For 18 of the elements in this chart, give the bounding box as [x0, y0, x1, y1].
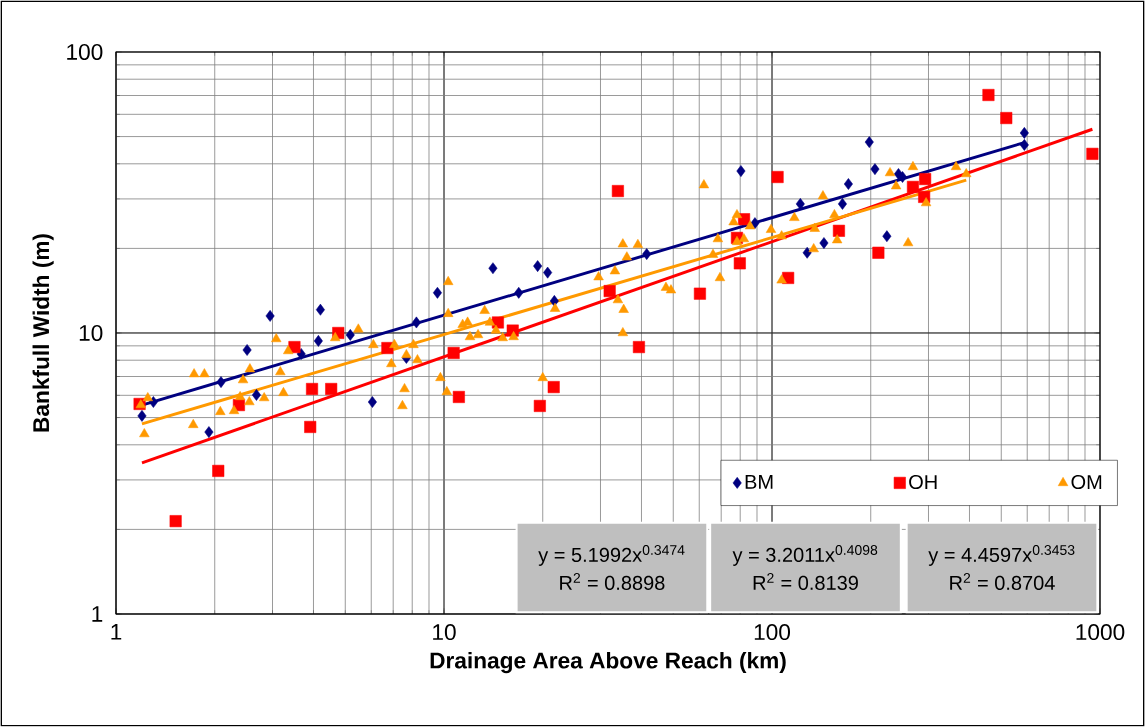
x-tick-label: 100	[754, 624, 791, 641]
x-tick-label: 10	[433, 624, 456, 641]
legend-label: BM	[745, 475, 773, 489]
y-axis-title: Bankfull Width (m)	[32, 234, 54, 432]
annotation: y = 4.4597x$^{0.3453}$	[928, 545, 1075, 566]
x-tick-label: 1	[111, 624, 122, 640]
legend-label: OH	[909, 474, 937, 490]
annotation: R$^{2}$ = 0.8704	[950, 573, 1055, 590]
x-tick-label: 1000	[1076, 624, 1125, 641]
y-tick-label: 10	[79, 324, 103, 342]
annotation: R$^{2}$ = 0.8139	[753, 573, 858, 590]
x-axis-title: Drainage Area Above Reach (km)	[430, 651, 786, 674]
legend-label: OM	[1071, 474, 1102, 490]
annotation: y = 5.1992x$^{0.3474}$	[538, 545, 685, 566]
y-tick-label: 100	[67, 43, 103, 61]
annotation: R$^{2}$ = 0.8898	[560, 573, 665, 590]
annotation: y = 3.2011x$^{0.4098}$	[732, 545, 878, 566]
y-tick-label: 1	[92, 606, 103, 622]
